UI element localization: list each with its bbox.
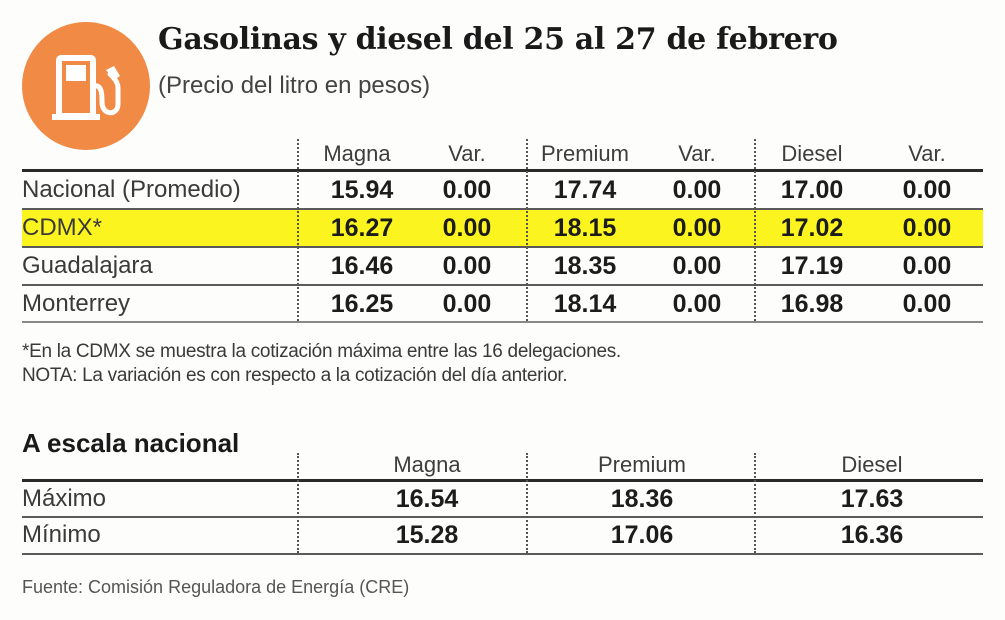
footnote-cdmx: *En la CDMX se muestra la cotización máx… bbox=[22, 341, 621, 362]
diesel-price: 16.98 bbox=[780, 290, 844, 318]
row-label: Máximo bbox=[22, 485, 107, 512]
table-bottom-line bbox=[22, 553, 983, 555]
national-prices-table: Magna Premium Diesel Máximo 16.54 18.36 … bbox=[22, 450, 983, 560]
premium-var: 0.00 bbox=[672, 290, 722, 318]
col-header-magna: Magna bbox=[323, 141, 391, 166]
magna-var: 0.00 bbox=[442, 176, 492, 204]
diesel-price: 17.19 bbox=[780, 252, 844, 280]
city-prices-table: Magna Var. Premium Var. Diesel Var. Naci… bbox=[22, 135, 983, 335]
diesel-max: 17.63 bbox=[840, 485, 904, 513]
table-row: Nacional (Promedio) 15.94 0.00 17.74 0.0… bbox=[22, 172, 983, 208]
row-divider bbox=[22, 284, 983, 286]
row-divider bbox=[22, 516, 983, 518]
magna-price: 16.25 bbox=[330, 290, 394, 318]
footnotes: *En la CDMX se muestra la cotización máx… bbox=[22, 340, 621, 388]
page-title: Gasolinas y diesel del 25 al 27 de febre… bbox=[158, 22, 838, 57]
col-header-premium: Premium bbox=[597, 452, 686, 477]
gas-pump-icon bbox=[22, 22, 150, 150]
table-row-highlighted: CDMX* 16.27 0.00 18.15 0.00 17.02 0.00 bbox=[22, 210, 983, 246]
row-label: Nacional (Promedio) bbox=[22, 176, 241, 203]
col-header-premium-var: Var. bbox=[678, 141, 716, 166]
table-row: Guadalajara 16.46 0.00 18.35 0.00 17.19 … bbox=[22, 248, 983, 284]
magna-price: 16.27 bbox=[330, 214, 394, 242]
magna-var: 0.00 bbox=[442, 214, 492, 242]
magna-var: 0.00 bbox=[442, 252, 492, 280]
row-label: Guadalajara bbox=[22, 252, 153, 279]
diesel-price: 17.00 bbox=[780, 176, 844, 204]
table-row: Mínimo 15.28 17.06 16.36 bbox=[22, 518, 983, 552]
magna-min: 15.28 bbox=[395, 521, 459, 549]
column-separator bbox=[754, 453, 756, 553]
diesel-var: 0.00 bbox=[902, 290, 952, 318]
column-separator bbox=[526, 139, 528, 321]
row-divider bbox=[22, 208, 983, 210]
column-separator bbox=[297, 139, 299, 321]
column-separator bbox=[297, 453, 299, 553]
footnote-variation: NOTA: La variación es con respecto a la … bbox=[22, 365, 568, 386]
premium-min: 17.06 bbox=[610, 521, 674, 549]
table-bottom-line bbox=[22, 321, 983, 323]
magna-var: 0.00 bbox=[442, 290, 492, 318]
premium-price: 18.35 bbox=[553, 252, 617, 280]
page-subtitle: (Precio del litro en pesos) bbox=[158, 72, 431, 99]
col-header-diesel: Diesel bbox=[781, 141, 843, 166]
column-separator bbox=[526, 453, 528, 553]
table-header-row: Magna Var. Premium Var. Diesel Var. bbox=[22, 141, 983, 171]
premium-var: 0.00 bbox=[672, 252, 722, 280]
premium-max: 18.36 bbox=[610, 485, 674, 513]
diesel-var: 0.00 bbox=[902, 252, 952, 280]
table-row: Monterrey 16.25 0.00 18.14 0.00 16.98 0.… bbox=[22, 286, 983, 322]
col-header-premium: Premium bbox=[540, 141, 629, 166]
col-header-magna: Magna bbox=[393, 452, 461, 477]
col-header-magna-var: Var. bbox=[448, 141, 486, 166]
table-header-row: Magna Premium Diesel bbox=[22, 452, 983, 480]
diesel-var: 0.00 bbox=[902, 176, 952, 204]
magna-max: 16.54 bbox=[395, 485, 459, 513]
table-row: Máximo 16.54 18.36 17.63 bbox=[22, 482, 983, 516]
diesel-min: 16.36 bbox=[840, 521, 904, 549]
magna-price: 15.94 bbox=[330, 176, 394, 204]
source-credit: Fuente: Comisión Reguladora de Energía (… bbox=[22, 577, 410, 597]
row-divider bbox=[22, 246, 983, 248]
col-header-diesel-var: Var. bbox=[908, 141, 946, 166]
row-label: Monterrey bbox=[22, 290, 131, 317]
header-divider bbox=[22, 169, 983, 172]
col-header-diesel: Diesel bbox=[841, 452, 903, 477]
column-separator bbox=[754, 139, 756, 321]
gas-pump-glyph bbox=[52, 55, 121, 120]
section-title-national: A escala nacional bbox=[22, 428, 240, 458]
premium-price: 18.15 bbox=[553, 214, 617, 242]
diesel-price: 17.02 bbox=[780, 214, 844, 242]
premium-var: 0.00 bbox=[672, 214, 722, 242]
row-label: Mínimo bbox=[22, 521, 101, 548]
header-divider bbox=[22, 479, 983, 482]
premium-price: 18.14 bbox=[553, 290, 617, 318]
premium-price: 17.74 bbox=[553, 176, 617, 204]
diesel-var: 0.00 bbox=[902, 214, 952, 242]
magna-price: 16.46 bbox=[330, 252, 394, 280]
row-label: CDMX* bbox=[22, 214, 103, 241]
premium-var: 0.00 bbox=[672, 176, 722, 204]
